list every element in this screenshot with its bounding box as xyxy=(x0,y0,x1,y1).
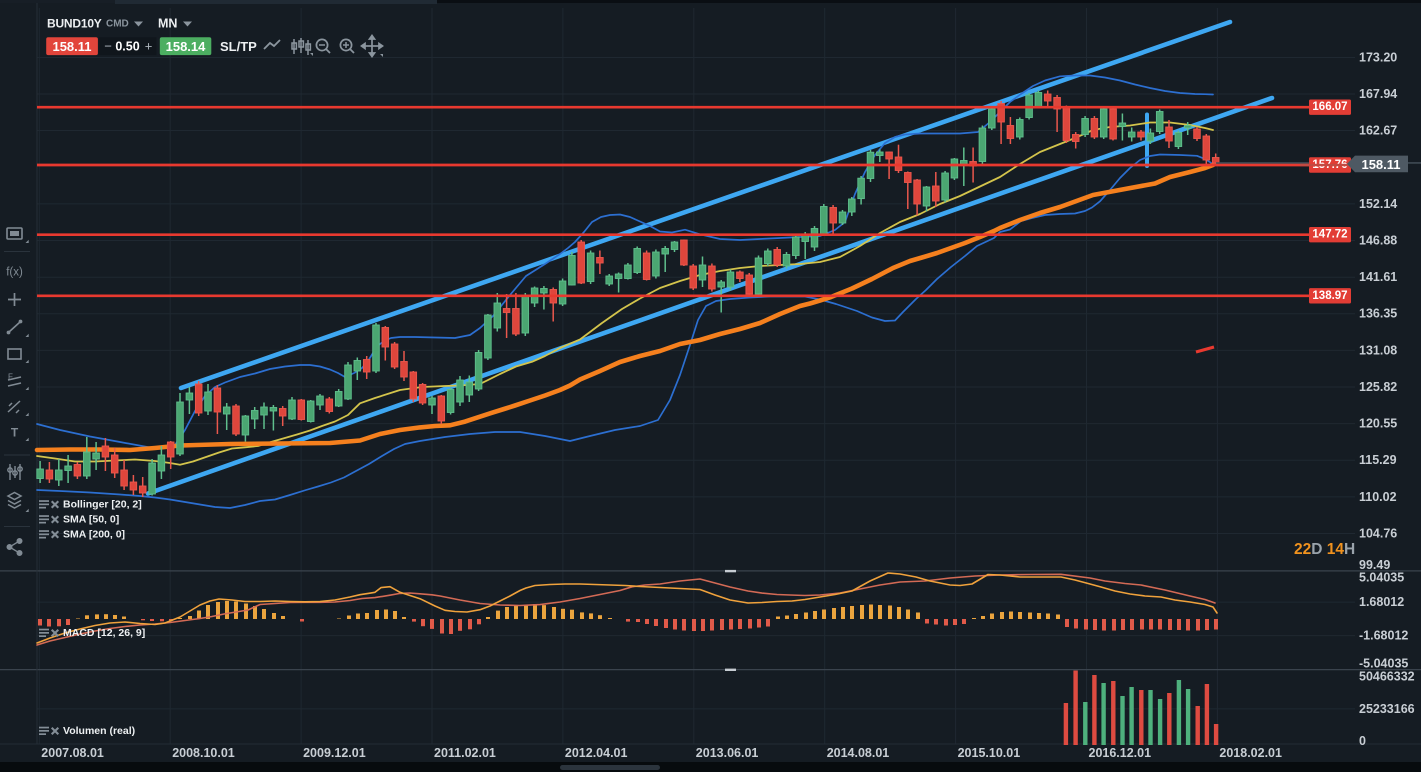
svg-text:2007.08.01: 2007.08.01 xyxy=(41,746,104,760)
svg-text:138.97: 138.97 xyxy=(1312,290,1347,302)
svg-text:166.07: 166.07 xyxy=(1312,101,1347,113)
svg-text:T: T xyxy=(11,426,19,440)
svg-text:F: F xyxy=(8,373,13,382)
svg-text:BUND10Y: BUND10Y xyxy=(47,17,102,31)
svg-text:-1.68012: -1.68012 xyxy=(1359,629,1408,643)
svg-text:Volumen (real): Volumen (real) xyxy=(63,725,135,737)
svg-text:1.68012: 1.68012 xyxy=(1359,595,1404,609)
svg-text:2015.10.01: 2015.10.01 xyxy=(958,746,1021,760)
svg-text:136.35: 136.35 xyxy=(1359,307,1397,321)
svg-text:SMA [50, 0]: SMA [50, 0] xyxy=(63,514,119,526)
svg-text:Bollinger [20, 2]: Bollinger [20, 2] xyxy=(63,499,142,511)
svg-text:115.29: 115.29 xyxy=(1359,453,1397,467)
svg-text:2011.02.01: 2011.02.01 xyxy=(434,746,496,760)
svg-text:2008.10.01: 2008.10.01 xyxy=(172,746,235,760)
svg-text:2012.04.01: 2012.04.01 xyxy=(565,746,628,760)
svg-text:5.04035: 5.04035 xyxy=(1359,571,1404,585)
svg-text:−: − xyxy=(104,39,112,54)
svg-text:SMA [200, 0]: SMA [200, 0] xyxy=(63,529,125,541)
svg-text:104.76: 104.76 xyxy=(1359,527,1397,541)
svg-text:99.49: 99.49 xyxy=(1359,558,1390,572)
svg-text:141.61: 141.61 xyxy=(1359,270,1397,284)
svg-text:-5.04035: -5.04035 xyxy=(1359,657,1408,671)
svg-text:2009.12.01: 2009.12.01 xyxy=(303,746,366,760)
svg-text:50466332: 50466332 xyxy=(1359,669,1415,683)
svg-text:22D 14H: 22D 14H xyxy=(1294,541,1355,558)
svg-text:110.02: 110.02 xyxy=(1359,490,1397,504)
svg-text:2016.12.01: 2016.12.01 xyxy=(1089,746,1152,760)
svg-text:162.67: 162.67 xyxy=(1359,124,1397,138)
svg-text:167.94: 167.94 xyxy=(1359,87,1397,101)
svg-text:0.50: 0.50 xyxy=(115,40,139,54)
svg-text:+: + xyxy=(145,39,153,54)
svg-text:2013.06.01: 2013.06.01 xyxy=(696,746,759,760)
svg-text:146.88: 146.88 xyxy=(1359,234,1397,248)
svg-text:158.11: 158.11 xyxy=(1361,157,1400,172)
svg-text:173.20: 173.20 xyxy=(1359,51,1397,65)
svg-text:25233166: 25233166 xyxy=(1359,702,1415,716)
svg-text:MACD [12, 26, 9]: MACD [12, 26, 9] xyxy=(63,627,145,639)
svg-text:2014.08.01: 2014.08.01 xyxy=(827,746,890,760)
svg-text:158.14: 158.14 xyxy=(166,39,207,54)
svg-text:131.08: 131.08 xyxy=(1359,343,1397,357)
svg-text:120.55: 120.55 xyxy=(1359,417,1397,431)
svg-text:2018.02.01: 2018.02.01 xyxy=(1219,746,1282,760)
svg-text:CMD: CMD xyxy=(106,19,129,30)
svg-text:0: 0 xyxy=(1359,734,1366,748)
svg-text:152.14: 152.14 xyxy=(1359,197,1397,211)
svg-text:f(x): f(x) xyxy=(6,267,23,279)
svg-text:MN: MN xyxy=(158,17,177,31)
svg-text:147.72: 147.72 xyxy=(1312,229,1347,241)
svg-text:125.82: 125.82 xyxy=(1359,380,1397,394)
svg-text:SL/TP: SL/TP xyxy=(220,39,257,54)
svg-text:158.11: 158.11 xyxy=(52,39,91,54)
